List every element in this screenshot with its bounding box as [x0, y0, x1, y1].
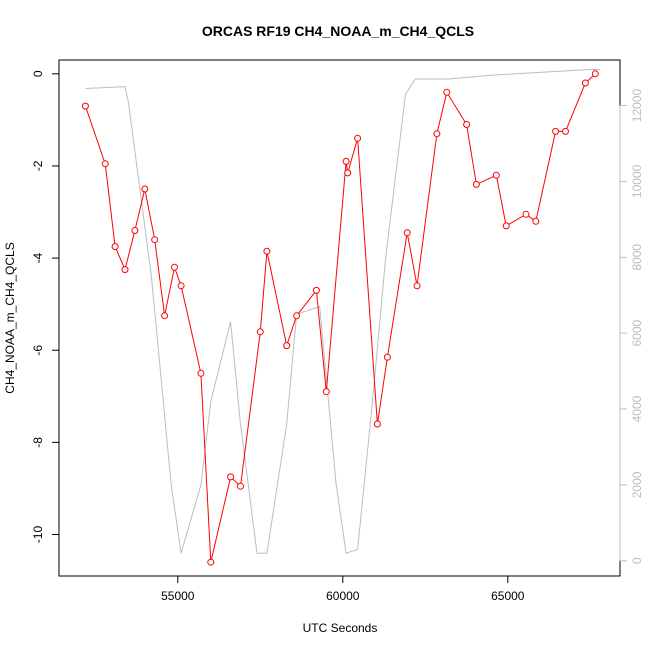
x-axis-title: UTC Seconds — [303, 621, 378, 635]
data-point — [263, 247, 271, 255]
x-tick-label: 65000 — [491, 589, 525, 603]
data-point — [492, 171, 500, 179]
data-point — [322, 388, 330, 396]
x-tick-label: 55000 — [161, 589, 195, 603]
y-tick-label: -10 — [31, 526, 45, 544]
data-point — [197, 369, 205, 377]
y-tick-label: 0 — [31, 70, 45, 77]
right-y-tick-label: 6000 — [630, 320, 644, 347]
data-point — [141, 185, 149, 193]
right-y-tick-label: 4000 — [630, 395, 644, 422]
data-point — [81, 102, 89, 110]
x-axis: 55000 60000 65000 — [161, 575, 525, 603]
data-point — [283, 342, 291, 350]
data-point — [463, 121, 471, 128]
right-y-tick-label: 10000 — [630, 164, 644, 198]
data-point — [373, 420, 381, 428]
data-point — [101, 160, 109, 168]
y-axis: 0 -2 -4 -6 -8 -10 — [31, 70, 60, 544]
data-point — [131, 227, 139, 234]
data-point — [443, 88, 451, 96]
data-point — [312, 286, 320, 294]
right-y-tick-label: 2000 — [630, 471, 644, 498]
data-point — [502, 222, 510, 230]
data-point — [342, 157, 350, 165]
right-y-tick-label: 0 — [630, 557, 644, 564]
y-tick-label: -2 — [31, 160, 45, 171]
data-point — [581, 79, 589, 87]
y-tick-label: -4 — [31, 252, 45, 263]
right-y-axis: 0 2000 4000 6000 8000 10000 12000 — [619, 89, 644, 564]
data-point — [293, 312, 301, 320]
data-point — [413, 282, 421, 290]
data-point — [354, 134, 362, 142]
y-axis-title: CH4_NOAA_m_CH4_QCLS — [3, 242, 17, 393]
plot-frame — [58, 59, 621, 577]
data-point — [151, 236, 159, 244]
right-y-tick-label: 8000 — [630, 244, 644, 271]
data-point — [532, 217, 540, 225]
data-point — [161, 312, 169, 320]
data-point — [522, 210, 530, 218]
data-point — [552, 127, 560, 135]
data-point — [121, 266, 129, 274]
data-point — [227, 473, 235, 481]
data-point — [472, 180, 480, 188]
x-tick-label: 60000 — [326, 589, 360, 603]
data-point — [256, 328, 264, 336]
y-tick-label: -6 — [31, 345, 45, 356]
data-point — [237, 482, 244, 490]
right-y-tick-label: 12000 — [630, 89, 644, 123]
chart-title: ORCAS RF19 CH4_NOAA_m_CH4_QCLS — [202, 23, 474, 39]
secondary-series-line — [85, 69, 601, 554]
data-point — [111, 243, 119, 251]
series-line — [84, 73, 596, 563]
y-tick-label: -8 — [31, 437, 45, 448]
data-point — [344, 169, 352, 177]
data-point — [177, 282, 185, 290]
data-point — [383, 353, 391, 361]
data-point — [433, 130, 441, 138]
data-point — [403, 229, 411, 237]
data-point — [562, 127, 569, 135]
series-layer — [81, 69, 601, 566]
data-point — [171, 263, 178, 271]
data-point — [591, 70, 599, 78]
data-point — [207, 558, 215, 566]
